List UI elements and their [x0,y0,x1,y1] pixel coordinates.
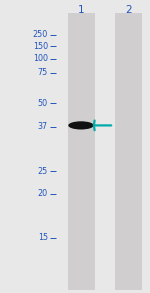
Text: 150: 150 [33,42,48,50]
Text: 75: 75 [38,68,48,77]
Text: 15: 15 [38,234,48,242]
Text: 250: 250 [33,30,48,39]
Text: 25: 25 [38,167,48,176]
Ellipse shape [68,121,94,130]
Text: 100: 100 [33,54,48,63]
Text: 37: 37 [38,122,48,131]
Text: 20: 20 [38,190,48,198]
Text: 1: 1 [78,5,84,15]
Text: 50: 50 [38,99,48,108]
Text: 2: 2 [125,5,132,15]
Bar [68,13,94,290]
Bar [115,13,142,290]
